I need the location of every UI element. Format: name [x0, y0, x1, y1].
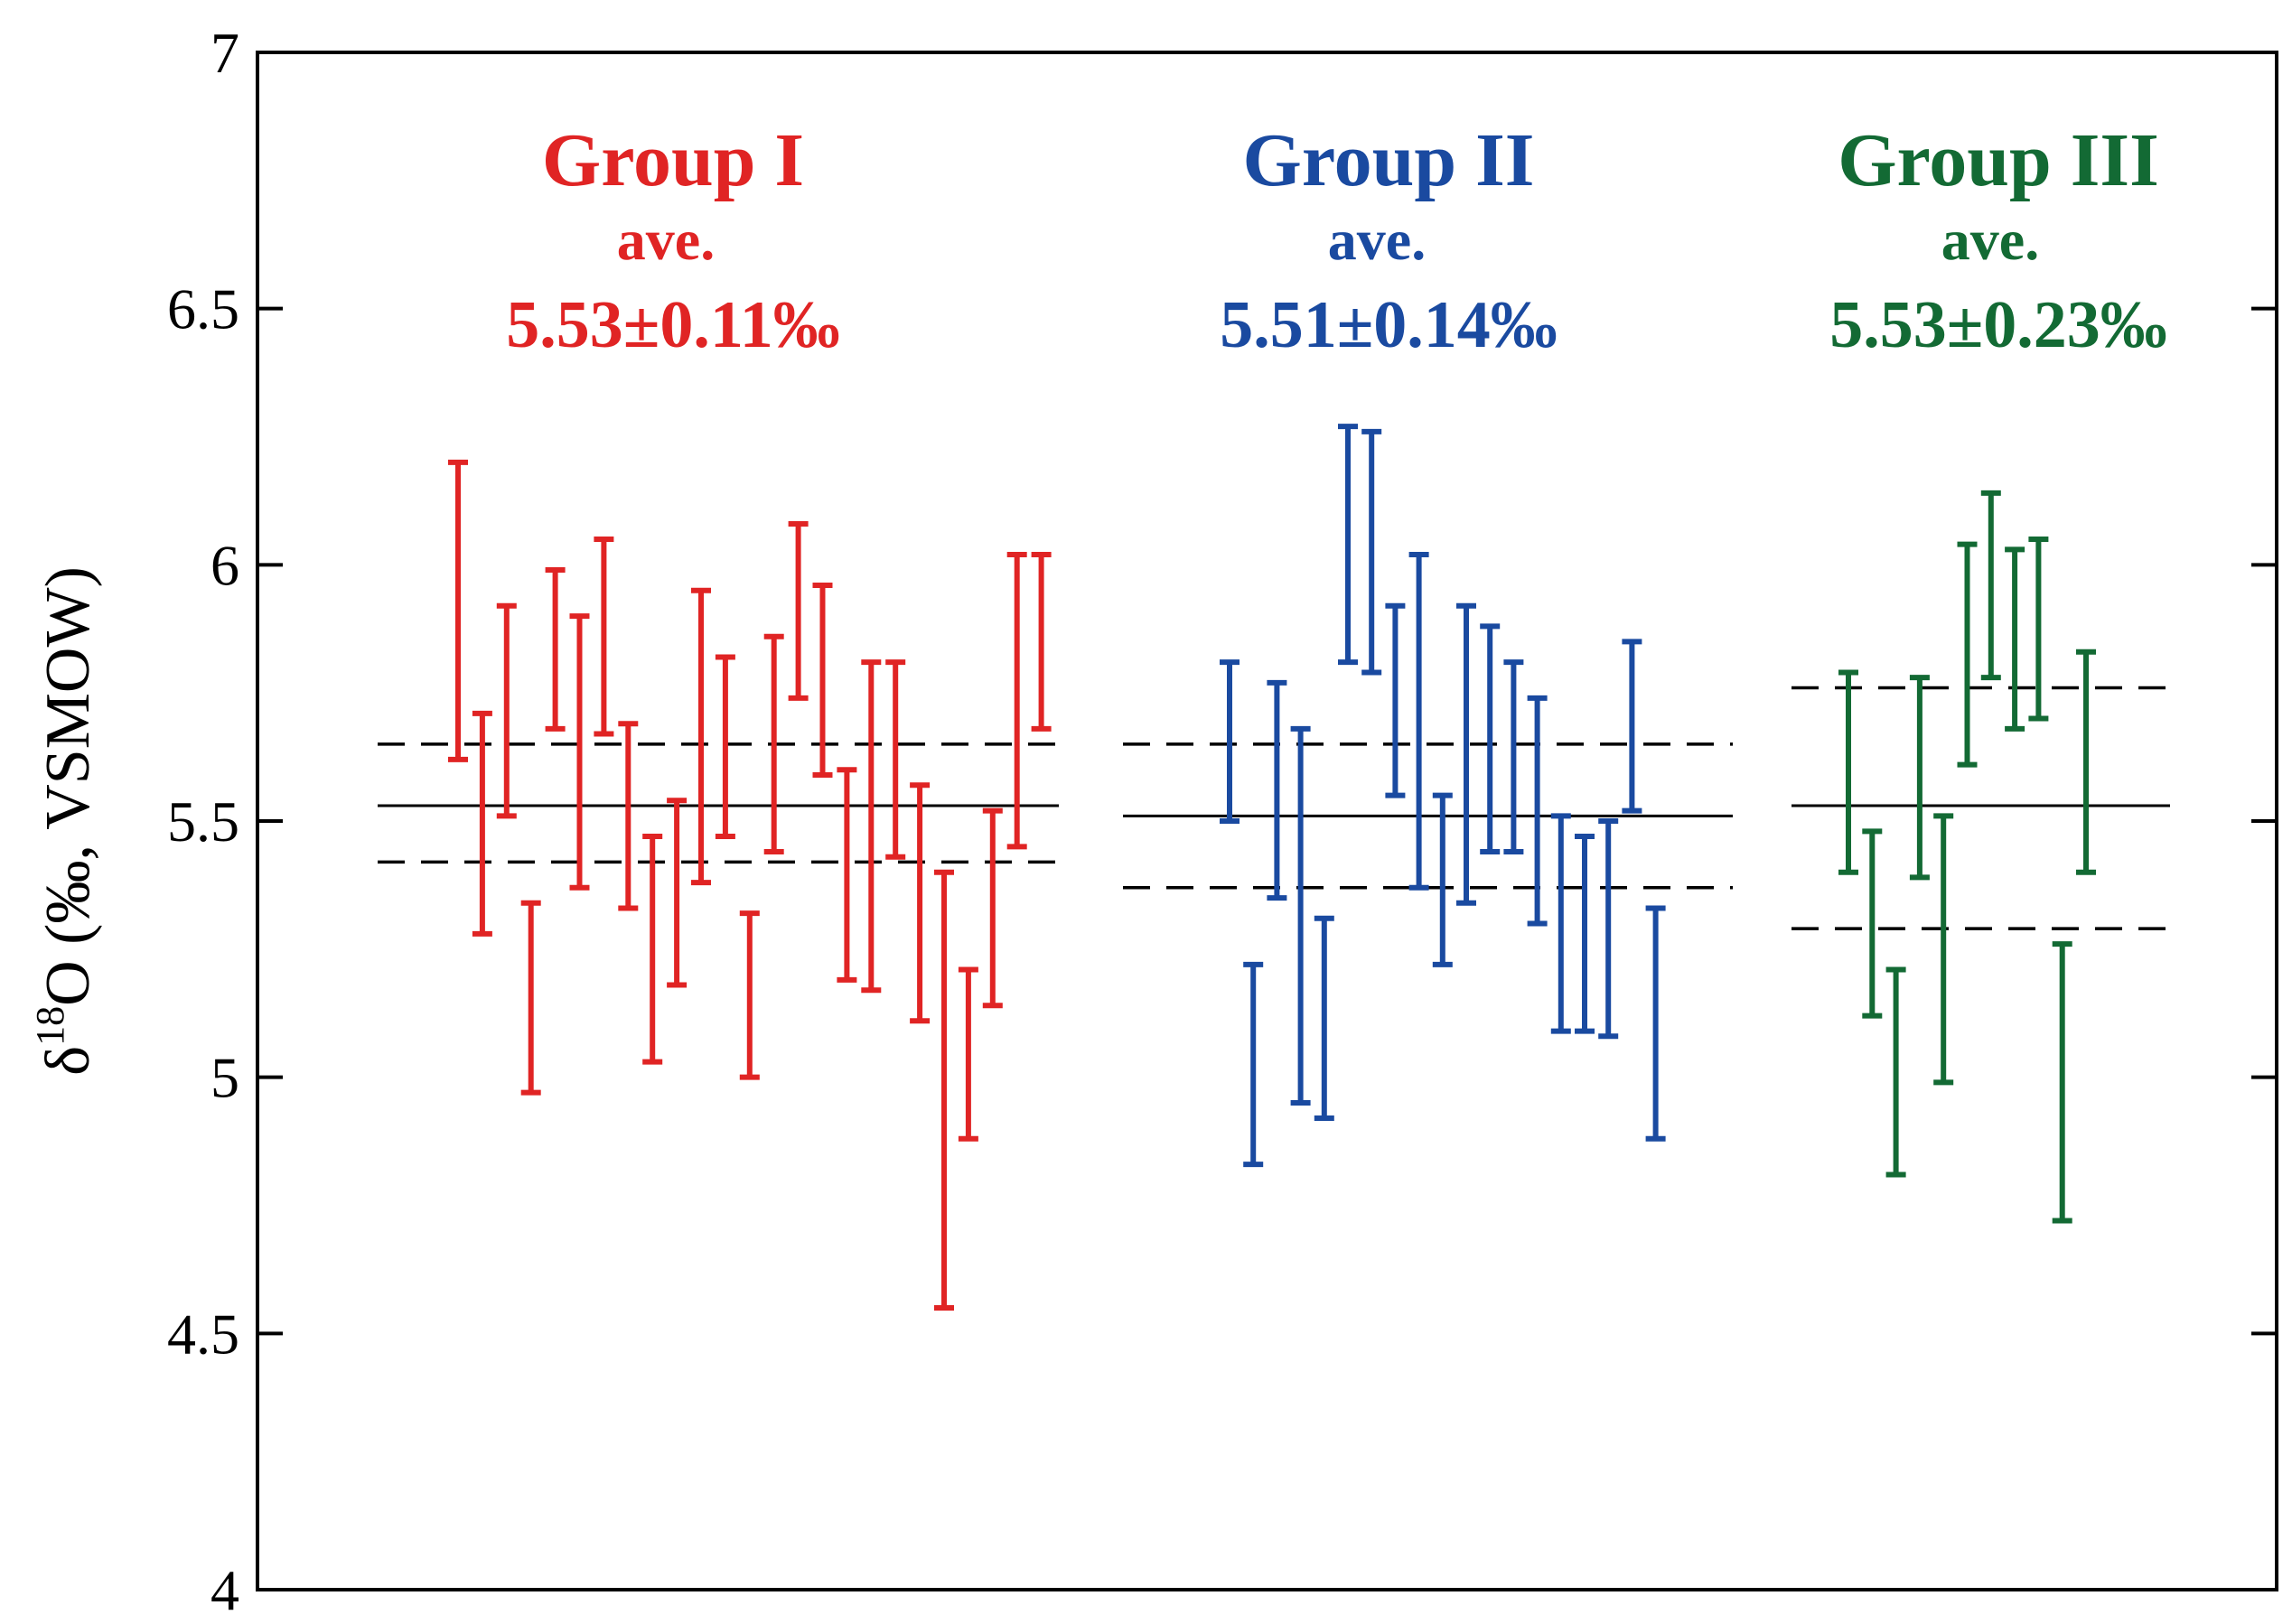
error-bar — [1980, 490, 2001, 681]
error-bar — [1385, 602, 1406, 798]
error-bar — [1503, 659, 1524, 855]
error-bar — [1838, 669, 1858, 875]
y-tick-label: 7 — [210, 21, 239, 85]
y-axis-title: δ18O (‰, VSMOW) — [28, 566, 103, 1076]
group-3-value-label: 5.53±0.23‰ — [1829, 288, 2167, 362]
error-bar — [520, 900, 541, 1096]
error-bar — [594, 536, 614, 737]
y-tick-label: 4 — [210, 1558, 239, 1622]
group-1-value-label: 5.53±0.11‰ — [506, 288, 840, 362]
group-1-error-bars — [448, 459, 1052, 1311]
error-bar — [1408, 551, 1429, 891]
group-1: Group I ave. 5.53±0.11‰ — [378, 118, 1059, 1311]
group-3-reference-lines — [1792, 686, 2170, 930]
error-bar — [545, 567, 566, 732]
error-bar — [1456, 602, 1476, 906]
error-bar — [1957, 541, 1978, 768]
error-bar — [788, 520, 809, 701]
group-2-value-label: 5.51±0.14‰ — [1220, 288, 1558, 362]
error-bar — [2028, 536, 2049, 722]
error-bar — [1550, 813, 1571, 1034]
error-bar — [1267, 679, 1287, 901]
error-bar — [1031, 551, 1052, 732]
group-3: Group III ave. 5.53±0.23‰ — [1792, 118, 2170, 1224]
error-bar — [642, 834, 663, 1065]
plot-frame — [256, 51, 2278, 1591]
y-axis-title-superscript: 18 — [28, 1006, 72, 1046]
error-bar — [1622, 639, 1642, 814]
y-tick-label: 6 — [210, 533, 239, 597]
y-axis-title-delta: δ — [33, 1046, 103, 1076]
group-3-error-bars — [1838, 490, 2096, 1224]
error-bar — [618, 721, 639, 911]
error-bar — [472, 710, 492, 937]
error-bar — [2005, 546, 2025, 732]
error-bar — [1480, 623, 1501, 855]
error-bar — [763, 633, 784, 855]
error-bar — [691, 587, 711, 886]
error-bar — [2076, 649, 2096, 875]
y-tick-label: 5.5 — [167, 789, 239, 854]
error-bar — [739, 910, 760, 1080]
error-bar — [1909, 675, 1930, 881]
error-bar — [1220, 659, 1240, 824]
error-bar — [1243, 961, 1264, 1168]
error-bar — [667, 798, 688, 988]
error-bar — [715, 654, 735, 840]
group-3-ave-label: ave. — [1941, 208, 2039, 272]
group-1-title: Group I — [542, 118, 804, 202]
error-bar — [958, 966, 978, 1142]
error-bar — [569, 613, 590, 891]
error-bar — [982, 807, 1003, 1009]
error-bar — [1314, 915, 1334, 1122]
group-2-title: Group II — [1243, 118, 1535, 202]
error-bar — [1338, 424, 1358, 666]
group-2: Group II ave. 5.51±0.14‰ — [1123, 118, 1733, 1168]
y-tick-label: 4.5 — [167, 1302, 239, 1366]
error-bar — [1575, 834, 1595, 1034]
group-2-error-bars — [1220, 424, 1666, 1168]
y-axis-title-rest: O (‰, VSMOW) — [33, 566, 103, 1006]
group-3-title: Group III — [1838, 118, 2159, 202]
error-bar — [1432, 792, 1453, 967]
error-bar — [1598, 818, 1619, 1040]
y-tick-label: 5 — [210, 1046, 239, 1110]
group-1-reference-lines — [378, 742, 1059, 864]
error-bar — [812, 583, 833, 778]
error-bar — [1862, 828, 1883, 1019]
group-2-ave-label: ave. — [1328, 208, 1426, 272]
error-bar — [910, 782, 931, 1024]
error-bar — [1885, 966, 1906, 1178]
error-bar — [2052, 941, 2072, 1224]
group-2-reference-lines — [1123, 742, 1733, 890]
error-bar — [837, 767, 857, 983]
error-bar — [1645, 905, 1666, 1142]
error-bar — [496, 602, 517, 819]
y-tick-label: 6.5 — [167, 277, 239, 341]
error-bar — [885, 659, 906, 860]
error-bar — [861, 659, 882, 994]
error-bar — [1290, 725, 1311, 1106]
error-bar — [1933, 813, 1954, 1086]
group-1-ave-label: ave. — [617, 208, 715, 272]
error-bar — [1527, 695, 1548, 927]
y-axis: 4 4.5 5 5.5 6 6.5 7 — [167, 21, 2277, 1622]
error-bar — [934, 869, 954, 1311]
error-bar — [1006, 551, 1027, 850]
error-bar — [1361, 428, 1382, 676]
error-bar — [448, 459, 468, 762]
